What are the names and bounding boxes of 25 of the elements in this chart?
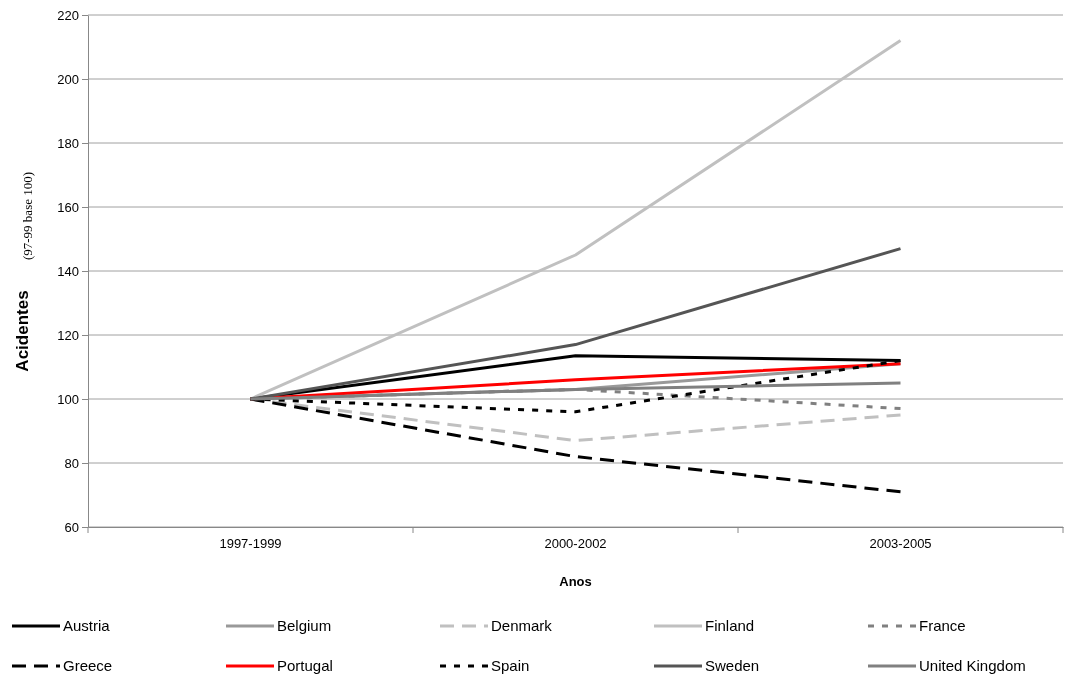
- y-tick-label: 100: [57, 391, 79, 407]
- x-axis-title: Anos: [559, 574, 592, 589]
- legend-label: Portugal: [277, 657, 333, 674]
- legend-label: France: [919, 617, 966, 634]
- y-axis-title: Acidentes: [13, 290, 32, 372]
- legend-label: Belgium: [277, 617, 332, 634]
- legend-label: Sweden: [705, 657, 760, 674]
- text: (97-99 base 100): [20, 171, 35, 261]
- y-tick-label: 80: [64, 455, 79, 471]
- legend-label: Spain: [491, 657, 530, 674]
- legend-label: Austria: [63, 617, 111, 634]
- legend-label: Denmark: [491, 617, 553, 634]
- legend-label: United Kingdom: [919, 657, 1026, 674]
- y-tick-label: 180: [57, 135, 79, 151]
- y-tick-label: 200: [57, 71, 79, 87]
- legend-label: Finland: [705, 617, 755, 634]
- y-tick-label: 160: [57, 199, 79, 215]
- x-tick-label: 2000-2002: [544, 536, 607, 552]
- x-tick-label: 2003-2005: [869, 536, 932, 552]
- y-tick-label: 60: [64, 519, 79, 535]
- y-tick-label: 220: [57, 7, 79, 23]
- x-tick-label: 1997-1999: [219, 536, 282, 552]
- y-tick-label: 120: [57, 327, 79, 343]
- y-tick-label: 140: [57, 263, 79, 279]
- legend-label: Greece: [63, 657, 113, 674]
